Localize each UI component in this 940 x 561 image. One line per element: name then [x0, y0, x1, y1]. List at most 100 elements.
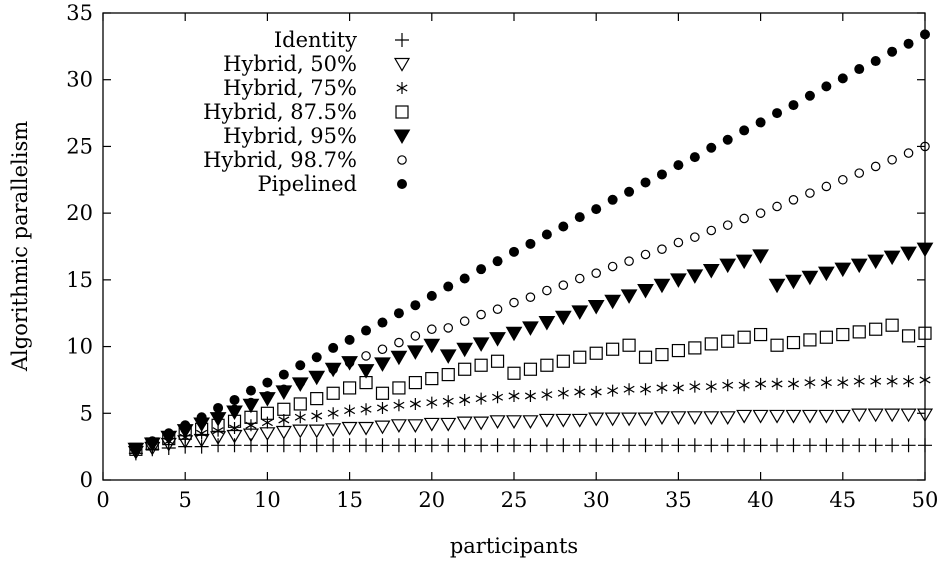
series-0-point-42: [819, 438, 834, 453]
series-3-point-9: [277, 402, 291, 416]
series-4-point-43: [834, 262, 852, 278]
series-4-point-35: [702, 264, 720, 279]
series-0-point-11: [309, 438, 324, 453]
series-1-point-27: [571, 413, 588, 428]
series-2-point-13: [344, 404, 356, 417]
legend-label-5: Hybrid, 98.7%: [203, 148, 357, 172]
series-6-point-34: [689, 152, 700, 163]
series-2-point-43: [837, 376, 849, 389]
series-6-point-27: [574, 212, 585, 223]
series-4-point-42: [817, 266, 835, 282]
series-1-point-34: [686, 411, 703, 425]
series-1-point-22: [489, 415, 506, 429]
series-6-point-33: [673, 160, 684, 171]
series-1-point-41: [801, 409, 818, 424]
series-0-point-5: [211, 438, 226, 453]
legend-marker-3: [395, 105, 409, 119]
series-5-point-14: [361, 351, 371, 361]
y-tick-label-1: 5: [80, 401, 93, 425]
series-6-point-23: [509, 246, 519, 257]
series-1-point-40: [785, 409, 802, 424]
series-6-point-20: [459, 273, 470, 284]
series-2-point-38: [755, 377, 767, 390]
series-0-point-36: [720, 438, 735, 453]
series-1-point-25: [538, 413, 555, 428]
series-3-point-15: [375, 386, 390, 400]
series-4-point-27: [571, 305, 589, 320]
series-3-point-10: [293, 397, 307, 411]
series-0-point-20: [457, 438, 472, 453]
series-3-point-29: [606, 342, 620, 356]
series-2-point-32: [656, 381, 668, 394]
series-6-point-21: [476, 264, 487, 275]
series-2-point-15: [376, 401, 388, 414]
series-3-point-42: [819, 330, 833, 344]
series-0-point-27: [572, 438, 587, 453]
y-tick-label-2: 10: [66, 335, 93, 359]
series-6-point-32: [656, 169, 667, 180]
series-3-point-30: [622, 338, 636, 352]
series-4-point-32: [653, 278, 671, 294]
series-2-point-10: [294, 411, 306, 424]
series-3-point-8: [260, 406, 274, 420]
series-6-point-3: [180, 420, 191, 431]
series-4-point-40: [785, 274, 802, 290]
series-6-point-18: [426, 290, 437, 301]
series-0-point-34: [687, 438, 702, 453]
series-1-point-30: [621, 412, 638, 427]
series-2-point-25: [541, 388, 553, 401]
series-3-point-21: [474, 358, 488, 372]
series-0-point-43: [835, 438, 850, 453]
series-1-point-12: [325, 423, 342, 437]
series-5-point-20: [459, 316, 470, 327]
series-1-point-21: [473, 416, 490, 431]
series-6-point-29: [607, 194, 618, 205]
series-3-point-47: [901, 329, 916, 343]
series-6-point-22: [492, 256, 503, 267]
legend-marker-5: [397, 155, 407, 165]
series-1-point-35: [703, 411, 720, 425]
series-0-point-32: [654, 438, 669, 453]
series-6-point-42: [821, 81, 832, 92]
series-4-point-24: [522, 321, 539, 336]
series-5-point-42: [821, 181, 832, 192]
series-4-point-44: [850, 258, 868, 274]
series-5-point-34: [690, 232, 700, 242]
series-1-point-39: [768, 409, 786, 424]
series-2-point-46: [886, 375, 898, 388]
series-0-point-40: [786, 438, 801, 453]
series-3-point-46: [885, 318, 899, 332]
series-1-point-13: [341, 421, 358, 436]
series-6-point-45: [870, 56, 881, 67]
series-2-point-45: [870, 375, 882, 388]
y-tick-label-5: 25: [66, 134, 93, 158]
series-5-point-31: [640, 249, 651, 260]
series-4-point-41: [801, 270, 819, 286]
series-3-point-44: [852, 325, 866, 339]
y-tick-label-0: 0: [80, 468, 93, 492]
series-4-point-29: [604, 294, 622, 310]
series-2-point-26: [557, 387, 569, 400]
series-6-point-41: [804, 90, 815, 101]
series-2-point-5: [212, 424, 224, 437]
series-5-point-13: [344, 357, 355, 368]
series-6-point-37: [739, 125, 750, 136]
x-tick-label-4: 20: [418, 488, 445, 512]
x-tick-label-1: 5: [179, 488, 192, 512]
series-1-point-31: [637, 412, 654, 427]
series-3-point-22: [490, 354, 505, 368]
series-1-point-36: [719, 411, 736, 425]
series-layer: [127, 29, 934, 461]
series-0-point-31: [638, 438, 653, 453]
series-6-point-47: [903, 38, 914, 49]
series-5-point-12: [328, 364, 338, 375]
series-2-point-24: [524, 389, 536, 402]
series-5-point-39: [772, 201, 782, 212]
series-2-point-9: [278, 413, 290, 426]
series-6-point-15: [377, 317, 388, 328]
series-2-point-44: [853, 375, 865, 388]
x-tick-label-7: 35: [665, 488, 692, 512]
series-0: [128, 438, 932, 461]
